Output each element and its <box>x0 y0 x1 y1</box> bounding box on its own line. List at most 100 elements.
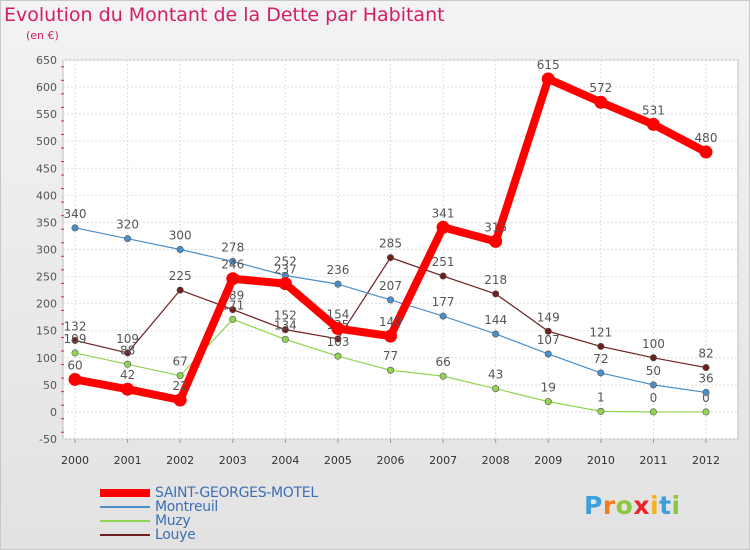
data-label: 72 <box>593 352 608 366</box>
y-tick-label: 50 <box>43 379 57 392</box>
data-label: 50 <box>646 364 661 378</box>
y-tick-label: 550 <box>36 108 57 121</box>
y-tick-label: 650 <box>36 54 57 67</box>
proxiti-logo: Proxiti <box>584 491 681 520</box>
data-point <box>176 246 184 254</box>
data-point <box>649 408 657 416</box>
data-label: 225 <box>169 269 192 283</box>
data-label: 480 <box>695 131 718 145</box>
data-point <box>68 372 82 386</box>
data-point <box>649 381 657 389</box>
legend-swatch <box>100 534 150 536</box>
data-point <box>702 408 710 416</box>
data-point <box>334 335 342 343</box>
data-point <box>229 306 237 314</box>
data-point <box>124 349 132 357</box>
data-point <box>544 398 552 406</box>
data-label: 300 <box>169 229 192 243</box>
x-tick-label: 2010 <box>587 454 615 467</box>
data-point <box>331 322 345 336</box>
data-point <box>176 286 184 294</box>
chart-unit: (en €) <box>26 29 59 42</box>
data-label: 251 <box>432 255 455 269</box>
logo-letter: x <box>633 491 650 520</box>
data-point <box>492 385 500 393</box>
data-point <box>597 342 605 350</box>
data-label: 121 <box>589 325 612 339</box>
x-tick-label: 2004 <box>271 454 299 467</box>
legend-label: Louye <box>155 527 196 543</box>
data-label: 218 <box>484 273 507 287</box>
logo-letter: i <box>671 491 681 520</box>
data-label: 236 <box>326 263 349 277</box>
data-label: 82 <box>698 347 713 361</box>
data-label: 1 <box>597 390 605 404</box>
y-tick-label: 600 <box>36 81 57 94</box>
legend-swatch <box>100 506 150 508</box>
data-label: 278 <box>221 240 244 254</box>
logo-letter: r <box>602 491 616 520</box>
data-point <box>124 235 132 243</box>
chart-title: Evolution du Montant de la Dette par Hab… <box>4 4 445 26</box>
data-label: 315 <box>484 220 507 234</box>
data-point <box>544 327 552 335</box>
logo-letter: t <box>659 491 672 520</box>
data-label: 100 <box>642 337 665 351</box>
data-point <box>281 335 289 343</box>
data-point <box>597 407 605 415</box>
legend-label: Muzy <box>155 513 191 529</box>
data-point <box>71 349 79 357</box>
legend-item: Muzy <box>100 514 318 528</box>
y-tick-label: 150 <box>36 325 57 338</box>
data-label: 67 <box>173 355 188 369</box>
data-label: 36 <box>698 371 713 385</box>
x-tick-label: 2007 <box>429 454 457 467</box>
y-tick-label: 0 <box>50 406 57 419</box>
y-tick-label: 300 <box>36 244 57 257</box>
x-tick-label: 2006 <box>377 454 405 467</box>
data-point <box>439 372 447 380</box>
data-point <box>176 372 184 380</box>
legend-item: Montreuil <box>100 500 318 514</box>
data-point <box>281 326 289 334</box>
data-point <box>699 145 713 159</box>
y-tick-label: 450 <box>36 162 57 175</box>
y-tick-label: 100 <box>36 352 57 365</box>
data-point <box>436 220 450 234</box>
data-point <box>439 312 447 320</box>
y-tick-label: 250 <box>36 271 57 284</box>
data-label: 237 <box>274 263 297 277</box>
data-label: 149 <box>537 310 560 324</box>
x-tick-label: 2012 <box>692 454 720 467</box>
data-point <box>597 369 605 377</box>
data-point <box>489 234 503 248</box>
legend-label: SAINT-GEORGES-MOTEL <box>155 485 318 501</box>
data-label: 66 <box>435 355 450 369</box>
data-point <box>121 382 135 396</box>
legend-label: Montreuil <box>155 499 219 515</box>
data-point <box>544 350 552 358</box>
data-label: 152 <box>274 309 297 323</box>
data-point <box>226 272 240 286</box>
data-point <box>492 330 500 338</box>
data-label: 285 <box>379 237 402 251</box>
x-tick-label: 2002 <box>166 454 194 467</box>
y-tick-label: -50 <box>39 433 57 446</box>
data-point <box>386 366 394 374</box>
data-label: 42 <box>120 368 135 382</box>
chart-legend: SAINT-GEORGES-MOTEL Montreuil Muzy Louye <box>100 486 318 542</box>
data-label: 60 <box>67 358 82 372</box>
data-label: 107 <box>537 333 560 347</box>
data-point <box>386 254 394 262</box>
data-point <box>384 329 397 343</box>
x-tick-label: 2003 <box>219 454 247 467</box>
y-tick-label: 200 <box>36 298 57 311</box>
data-label: 22 <box>173 379 188 393</box>
data-label: 340 <box>64 207 87 221</box>
data-point <box>334 352 342 360</box>
data-label: 134 <box>274 318 297 332</box>
data-label: 572 <box>589 81 612 95</box>
data-label: 320 <box>116 218 139 232</box>
data-label: 246 <box>221 258 244 272</box>
